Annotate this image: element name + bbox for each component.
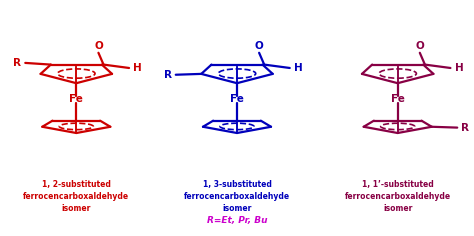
Text: R: R <box>13 58 21 68</box>
Text: R=Et, Pr, Bu: R=Et, Pr, Bu <box>207 216 267 225</box>
Text: Fe: Fe <box>230 94 244 104</box>
Text: H: H <box>294 63 302 73</box>
Text: O: O <box>415 41 424 51</box>
Text: Fe: Fe <box>391 94 405 104</box>
Text: 1, 1’-substituted
ferrocencarboxaldehyde
isomer: 1, 1’-substituted ferrocencarboxaldehyde… <box>345 180 451 214</box>
Text: H: H <box>455 63 463 73</box>
Text: H: H <box>133 63 142 73</box>
Text: 1, 3-substituted
ferrocencarboxaldehyde
isomer: 1, 3-substituted ferrocencarboxaldehyde … <box>184 180 290 214</box>
Text: O: O <box>94 41 103 51</box>
Text: R: R <box>164 70 172 80</box>
Text: Fe: Fe <box>69 94 83 104</box>
Text: R: R <box>461 123 469 133</box>
Text: 1, 2-substituted
ferrocencarboxaldehyde
isomer: 1, 2-substituted ferrocencarboxaldehyde … <box>23 180 129 214</box>
Text: O: O <box>255 41 264 51</box>
